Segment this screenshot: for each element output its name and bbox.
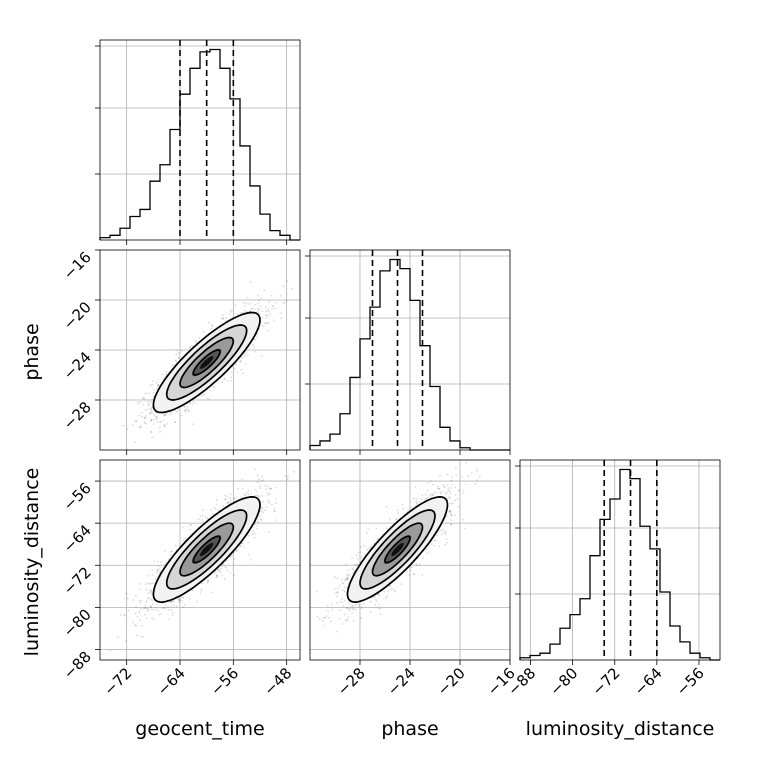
contour-line — [179, 522, 235, 577]
scatter-panel-geocent-time-phase — [99, 249, 301, 451]
xlabel-luminosity-distance: luminosity_distance — [526, 718, 715, 740]
contour-line — [192, 535, 221, 564]
contour-line — [165, 324, 248, 401]
xlabel-phase: phase — [381, 718, 438, 740]
panel-frame — [99, 459, 301, 661]
contour-line — [384, 535, 411, 564]
contour-line — [165, 509, 248, 590]
hist-panel-phase — [305, 249, 511, 451]
contour-line — [192, 349, 221, 376]
histogram-phase — [309, 258, 510, 451]
panel-frame — [519, 459, 721, 661]
hist-panel-luminosity-distance — [515, 459, 721, 661]
ylabel-luminosity-distance: luminosity_distance — [21, 468, 43, 657]
density-region — [200, 542, 214, 556]
contour-line — [359, 509, 436, 590]
contour-line — [371, 522, 424, 577]
histogram-geocent-time — [99, 48, 300, 241]
hist-panel-geocent-time — [95, 39, 301, 241]
contour-line — [152, 496, 261, 603]
density-region — [200, 356, 214, 369]
histogram-luminosity-distance — [519, 468, 720, 661]
contour-line — [179, 336, 235, 389]
panel-frame — [99, 39, 301, 241]
scatter-panel-geocent-time-luminosity-distance — [99, 459, 301, 661]
scatter-panel-phase-luminosity-distance — [309, 459, 511, 661]
xlabel-geocent-time: geocent_time — [135, 718, 264, 740]
contour-line — [152, 311, 261, 414]
density-region — [391, 542, 404, 556]
contour-line — [346, 496, 449, 603]
ylabel-phase: phase — [21, 323, 43, 380]
